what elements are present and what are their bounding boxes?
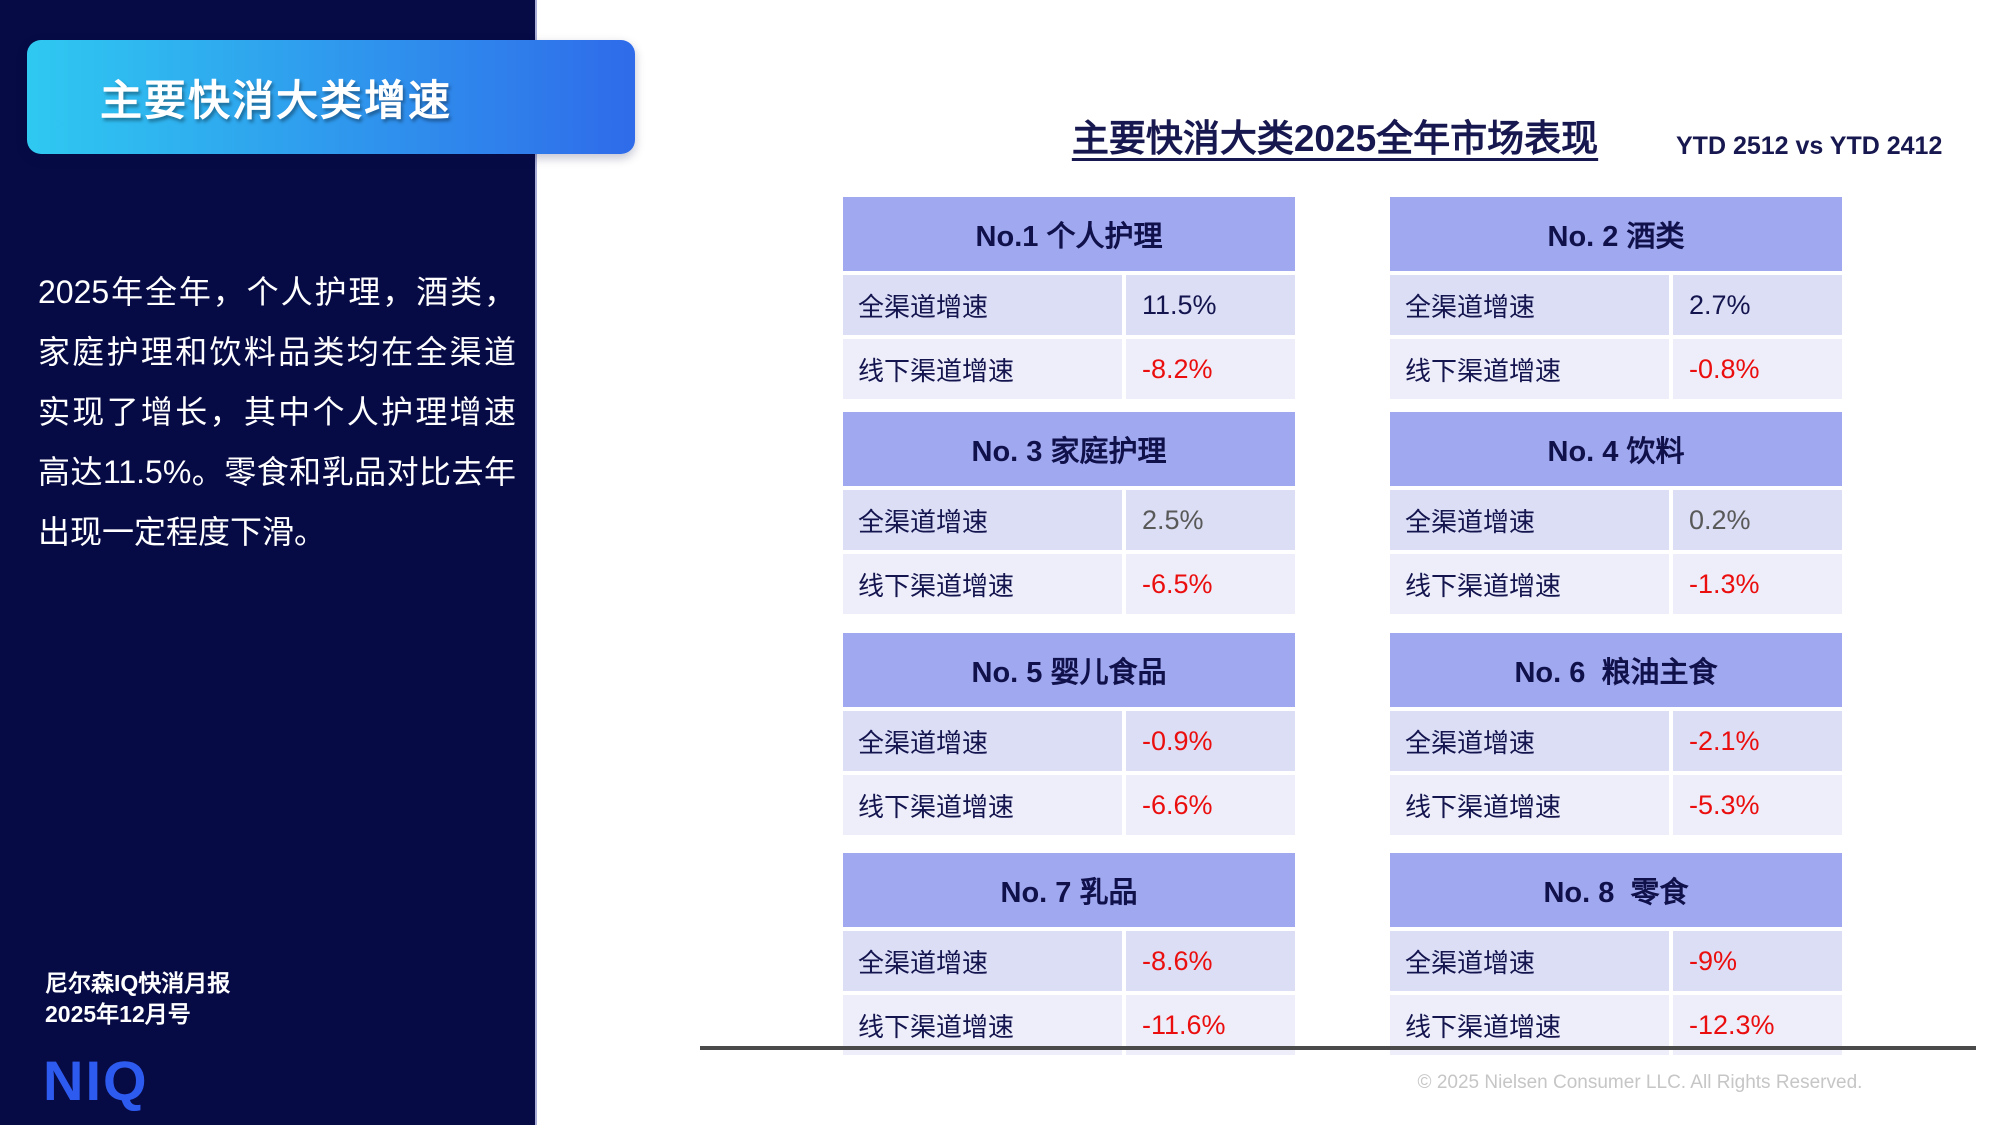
category-table-title: No.1 个人护理: [843, 197, 1295, 271]
category-table: No. 8 零食 全渠道增速 -9% 线下渠道增速 -12.3%: [1390, 853, 1842, 1055]
category-table-title: No. 4 饮料: [1390, 412, 1842, 486]
row-value-omni: 2.7%: [1673, 275, 1842, 335]
period-label: YTD 2512 vs YTD 2412: [1676, 132, 1943, 160]
row-label-offline: 线下渠道增速: [1390, 339, 1669, 399]
table-row: 全渠道增速 -2.1%: [1390, 711, 1842, 771]
row-value-omni: -0.9%: [1126, 711, 1295, 771]
table-row: 线下渠道增速 -6.6%: [843, 775, 1295, 835]
row-label-omni: 全渠道增速: [1390, 490, 1669, 550]
table-row: 全渠道增速 11.5%: [843, 275, 1295, 335]
page-title: 主要快消大类2025全年市场表现: [1071, 118, 1599, 159]
row-label-offline: 线下渠道增速: [1390, 995, 1669, 1055]
category-table-title: No. 2 酒类: [1390, 197, 1842, 271]
footer-divider: [700, 1046, 1976, 1050]
row-label-omni: 全渠道增速: [843, 275, 1122, 335]
category-table: No. 2 酒类 全渠道增速 2.7% 线下渠道增速 -0.8%: [1390, 197, 1842, 399]
row-value-offline: -1.3%: [1673, 554, 1842, 614]
report-issue: 2025年12月号: [45, 1001, 191, 1027]
category-table-title: No. 6 粮油主食: [1390, 633, 1842, 707]
table-row: 全渠道增速 2.5%: [843, 490, 1295, 550]
table-row: 线下渠道增速 -8.2%: [843, 339, 1295, 399]
table-row: 线下渠道增速 -1.3%: [1390, 554, 1842, 614]
row-label-omni: 全渠道增速: [843, 711, 1122, 771]
row-value-omni: -2.1%: [1673, 711, 1842, 771]
row-value-omni: -8.6%: [1126, 931, 1295, 991]
row-value-omni: 0.2%: [1673, 490, 1842, 550]
slide-title-banner: 主要快消大类增速: [27, 40, 635, 154]
row-label-omni: 全渠道增速: [843, 490, 1122, 550]
category-table-title: No. 7 乳品: [843, 853, 1295, 927]
row-value-omni: 11.5%: [1126, 275, 1295, 335]
row-label-omni: 全渠道增速: [1390, 931, 1669, 991]
table-row: 线下渠道增速 -6.5%: [843, 554, 1295, 614]
category-table: No. 4 饮料 全渠道增速 0.2% 线下渠道增速 -1.3%: [1390, 412, 1842, 614]
category-table: No.1 个人护理 全渠道增速 11.5% 线下渠道增速 -8.2%: [843, 197, 1295, 399]
category-table: No. 7 乳品 全渠道增速 -8.6% 线下渠道增速 -11.6%: [843, 853, 1295, 1055]
row-label-offline: 线下渠道增速: [843, 995, 1122, 1055]
table-row: 线下渠道增速 -12.3%: [1390, 995, 1842, 1055]
table-row: 全渠道增速 -8.6%: [843, 931, 1295, 991]
row-label-offline: 线下渠道增速: [843, 775, 1122, 835]
copyright-text: © 2025 Nielsen Consumer LLC. All Rights …: [1417, 1072, 1863, 1093]
row-label-omni: 全渠道增速: [1390, 711, 1669, 771]
row-value-offline: -6.6%: [1126, 775, 1295, 835]
category-table: No. 3 家庭护理 全渠道增速 2.5% 线下渠道增速 -6.5%: [843, 412, 1295, 614]
row-value-offline: -5.3%: [1673, 775, 1842, 835]
row-value-offline: -0.8%: [1673, 339, 1842, 399]
table-row: 全渠道增速 -9%: [1390, 931, 1842, 991]
row-value-omni: 2.5%: [1126, 490, 1295, 550]
table-row: 线下渠道增速 -0.8%: [1390, 339, 1842, 399]
category-table: No. 6 粮油主食 全渠道增速 -2.1% 线下渠道增速 -5.3%: [1390, 633, 1842, 835]
table-row: 线下渠道增速 -11.6%: [843, 995, 1295, 1055]
row-value-offline: -6.5%: [1126, 554, 1295, 614]
row-value-offline: -11.6%: [1126, 995, 1295, 1055]
row-label-offline: 线下渠道增速: [1390, 775, 1669, 835]
category-table-title: No. 5 婴儿食品: [843, 633, 1295, 707]
table-row: 全渠道增速 2.7%: [1390, 275, 1842, 335]
category-table-title: No. 3 家庭护理: [843, 412, 1295, 486]
sidebar: [0, 0, 537, 1125]
row-label-omni: 全渠道增速: [843, 931, 1122, 991]
row-label-offline: 线下渠道增速: [843, 554, 1122, 614]
row-value-offline: -8.2%: [1126, 339, 1295, 399]
row-value-omni: -9%: [1673, 931, 1842, 991]
summary-paragraph: 2025年全年，个人护理，酒类，家庭护理和饮料品类均在全渠道实现了增长，其中个人…: [38, 274, 516, 550]
row-label-offline: 线下渠道增速: [843, 339, 1122, 399]
category-table: No. 5 婴儿食品 全渠道增速 -0.9% 线下渠道增速 -6.6%: [843, 633, 1295, 835]
table-row: 线下渠道增速 -5.3%: [1390, 775, 1842, 835]
row-value-offline: -12.3%: [1673, 995, 1842, 1055]
niq-logo: NIQ: [43, 1049, 149, 1112]
row-label-offline: 线下渠道增速: [1390, 554, 1669, 614]
report-meta: 尼尔森IQ快消月报 2025年12月号: [45, 968, 230, 1030]
table-row: 全渠道增速 -0.9%: [843, 711, 1295, 771]
table-row: 全渠道增速 0.2%: [1390, 490, 1842, 550]
category-table-title: No. 8 零食: [1390, 853, 1842, 927]
slide-title: 主要快消大类增速: [99, 76, 452, 124]
report-name: 尼尔森IQ快消月报: [45, 970, 231, 996]
row-label-omni: 全渠道增速: [1390, 275, 1669, 335]
